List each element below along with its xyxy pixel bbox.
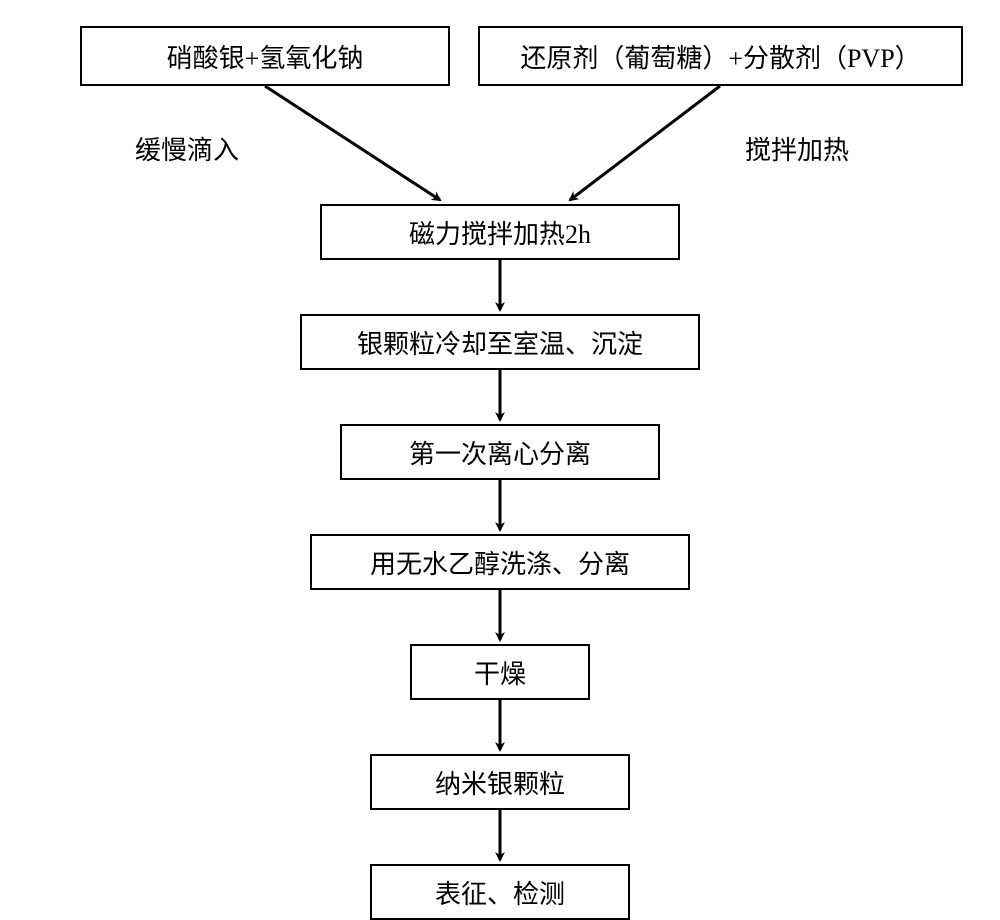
- label-text: 搅拌加热: [745, 136, 849, 165]
- node-text: 纳米银颗粒: [435, 764, 565, 801]
- node-text: 第一次离心分离: [409, 434, 591, 471]
- edge-left-merge: [265, 86, 440, 200]
- node-input-left: 硝酸银+氢氧化钠: [80, 26, 450, 86]
- node-text: 干燥: [474, 654, 526, 691]
- edge-right-merge: [570, 86, 720, 200]
- node-text: 表征、检测: [435, 874, 565, 911]
- flowchart-canvas: 硝酸银+氢氧化钠 还原剂（葡萄糖）+分散剂（PVP） 缓慢滴入 搅拌加热 磁力搅…: [0, 0, 1000, 914]
- node-step-6: 纳米银颗粒: [370, 754, 630, 810]
- node-step-3: 第一次离心分离: [340, 424, 660, 480]
- node-step-1: 磁力搅拌加热2h: [320, 204, 680, 260]
- edge-label-left: 缓慢滴入: [135, 130, 239, 167]
- node-input-right: 还原剂（葡萄糖）+分散剂（PVP）: [478, 26, 963, 86]
- node-text: 还原剂（葡萄糖）+分散剂（PVP）: [520, 38, 920, 75]
- node-step-2: 银颗粒冷却至室温、沉淀: [300, 314, 700, 370]
- node-text: 磁力搅拌加热2h: [409, 214, 591, 251]
- edge-label-right: 搅拌加热: [745, 130, 849, 167]
- label-text: 缓慢滴入: [135, 136, 239, 165]
- node-text: 银颗粒冷却至室温、沉淀: [357, 324, 643, 361]
- node-step-4: 用无水乙醇洗涤、分离: [310, 534, 690, 590]
- node-step-7: 表征、检测: [370, 864, 630, 920]
- node-text: 用无水乙醇洗涤、分离: [370, 544, 630, 581]
- node-text: 硝酸银+氢氧化钠: [167, 38, 364, 75]
- node-step-5: 干燥: [410, 644, 590, 700]
